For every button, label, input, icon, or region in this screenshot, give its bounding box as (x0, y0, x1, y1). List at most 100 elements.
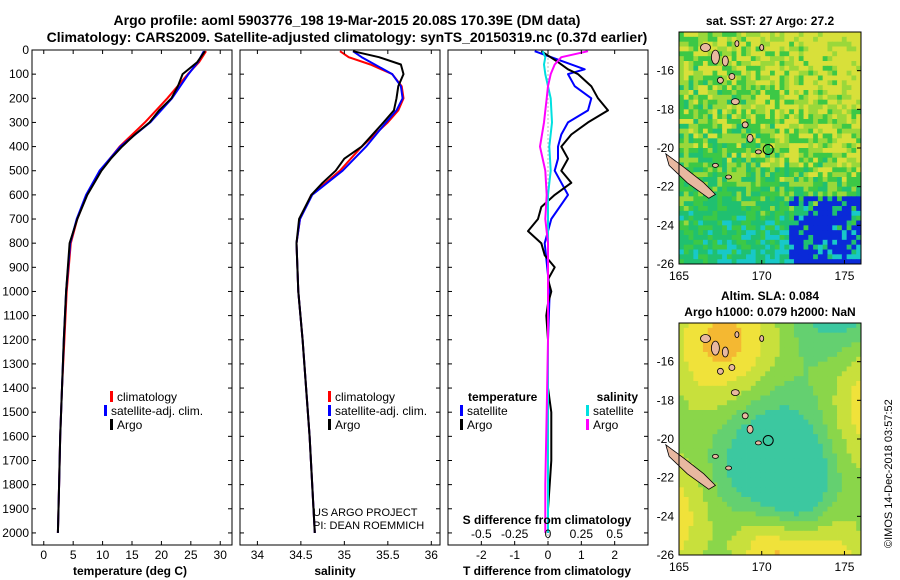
map-cell (851, 46, 857, 52)
map-cell (817, 181, 824, 188)
map-cell (784, 482, 790, 488)
map-cell (770, 152, 776, 159)
map-cell (784, 526, 790, 532)
map-cell (765, 395, 771, 401)
map-cell (817, 521, 824, 527)
map-cell (793, 434, 800, 440)
map-cell (726, 337, 733, 343)
map-cell (746, 254, 752, 260)
map-cell (712, 337, 718, 343)
map-cell (774, 119, 780, 125)
map-cell (693, 356, 699, 363)
map-cell (779, 46, 785, 52)
map-cell (789, 453, 795, 459)
map-cell (774, 526, 780, 532)
map-cell (808, 356, 814, 363)
map-cell (774, 114, 780, 120)
map-cell (726, 414, 733, 421)
map-cell (731, 94, 737, 101)
map-cell (683, 323, 689, 329)
map-cell (856, 511, 862, 517)
map-cell (779, 162, 785, 168)
map-cell (856, 75, 862, 81)
map-cell (717, 133, 723, 139)
map-cell (784, 429, 790, 435)
map-cell (679, 206, 685, 212)
map-cell (846, 550, 852, 556)
map-cell (841, 448, 848, 454)
map-cell (837, 545, 843, 551)
map-cell (679, 109, 685, 115)
map-cell (779, 119, 785, 125)
map-cell (827, 235, 833, 241)
map-cell (837, 492, 843, 498)
map-cell (717, 390, 723, 396)
map-cell (789, 65, 795, 72)
map-cell (702, 36, 709, 43)
map-cell (760, 99, 766, 105)
map-cell (741, 104, 747, 110)
map-cell (679, 215, 685, 221)
map-cell (851, 61, 857, 67)
map-cell (702, 51, 709, 57)
map-cell (755, 376, 761, 382)
map-cell (731, 487, 737, 493)
map-cell (846, 381, 852, 387)
map-cell (774, 414, 780, 421)
map-cell (741, 453, 747, 459)
map-cell (827, 468, 833, 474)
map-cell (789, 177, 795, 183)
map-cell (679, 46, 685, 52)
map-cell (736, 414, 742, 421)
map-cell (722, 152, 728, 159)
map-cell (779, 492, 785, 498)
map-cell (731, 419, 737, 425)
map-cell (822, 448, 828, 454)
map-cell (784, 511, 790, 517)
map-cell (712, 210, 718, 217)
map-cell (746, 259, 752, 265)
map-cell (793, 85, 800, 91)
map-cell (774, 453, 780, 459)
map-cell (726, 342, 733, 348)
map-cell (846, 371, 852, 377)
map-cell (846, 128, 852, 134)
map-cell (832, 323, 838, 329)
y-tick-label: 700 (9, 212, 29, 226)
map-cell (760, 414, 766, 421)
map-cell (793, 487, 800, 493)
map-cell (731, 395, 737, 401)
map-cell (856, 254, 862, 260)
map-cell (846, 104, 852, 110)
map-cell (726, 492, 733, 498)
map-cell (846, 109, 852, 115)
map-cell (770, 70, 776, 76)
map-cell (698, 535, 704, 541)
map-cell (736, 254, 742, 260)
map-cell (779, 114, 785, 120)
map-cell (784, 162, 790, 168)
map-cell (837, 463, 843, 469)
map-cell (750, 244, 757, 250)
map-cell (702, 448, 709, 454)
map-cell (683, 56, 689, 62)
map-cell (851, 220, 857, 226)
map-cell (827, 400, 833, 406)
x-tick-label: 30 (214, 548, 228, 562)
map-cell (717, 550, 723, 556)
map-cell (683, 400, 689, 406)
map-cell (679, 323, 685, 329)
map-cell (798, 254, 804, 260)
map-cell (803, 535, 809, 541)
map-cell (688, 152, 694, 159)
x-tick-label: 5 (70, 548, 77, 562)
map-cell (813, 458, 819, 464)
map-cell (765, 32, 771, 38)
map-cell (746, 347, 752, 353)
map-cell (827, 385, 833, 392)
map-cell (717, 32, 723, 38)
map-cell (789, 244, 795, 250)
map-cell (784, 400, 790, 406)
map-cell (856, 61, 862, 67)
map-cell (679, 434, 685, 440)
